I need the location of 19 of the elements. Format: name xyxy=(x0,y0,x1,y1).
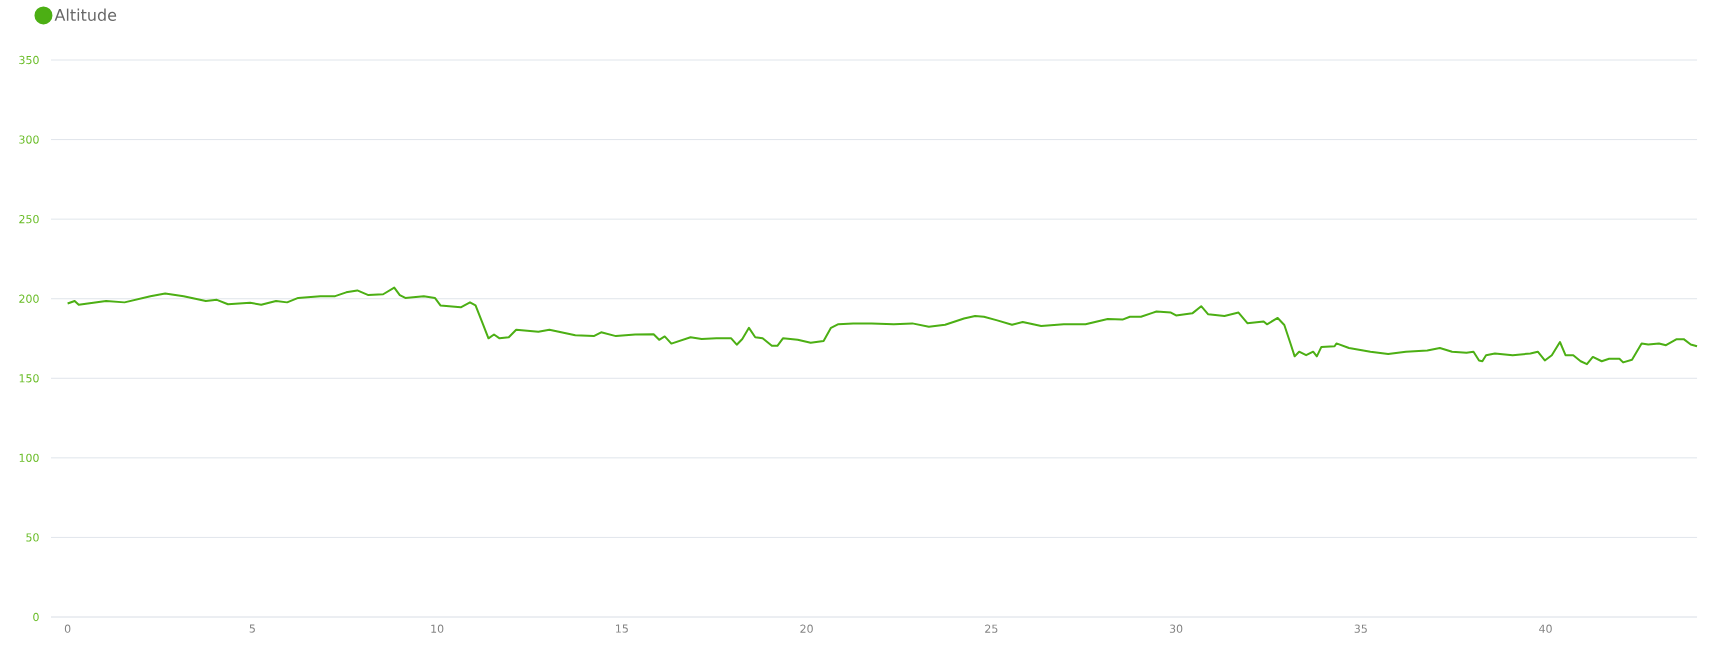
y-tick-label: 200 xyxy=(19,294,39,303)
y-tick-label: 300 xyxy=(19,135,39,144)
y-tick-label: 100 xyxy=(19,453,39,463)
x-tick-label: 20 xyxy=(800,624,813,633)
x-tick-label: 0 xyxy=(64,624,71,633)
y-tick-label: 50 xyxy=(26,533,39,542)
x-tick-label: 10 xyxy=(431,624,444,633)
y-tick-label: 0 xyxy=(33,612,39,622)
x-tick-label: 30 xyxy=(1169,624,1183,633)
y-tick-label: 250 xyxy=(19,214,39,224)
x-tick-label: 40 xyxy=(1539,624,1552,633)
x-tick-label: 35 xyxy=(1354,624,1367,633)
x-tick-label: 5 xyxy=(249,624,255,633)
y-tick-label: 150 xyxy=(19,374,39,383)
x-tick-label: 25 xyxy=(985,624,998,633)
y-tick-label: 350 xyxy=(19,55,39,65)
x-tick-label: 15 xyxy=(616,624,628,633)
legend-label: Altitude xyxy=(54,8,117,21)
line-series xyxy=(66,286,1699,366)
